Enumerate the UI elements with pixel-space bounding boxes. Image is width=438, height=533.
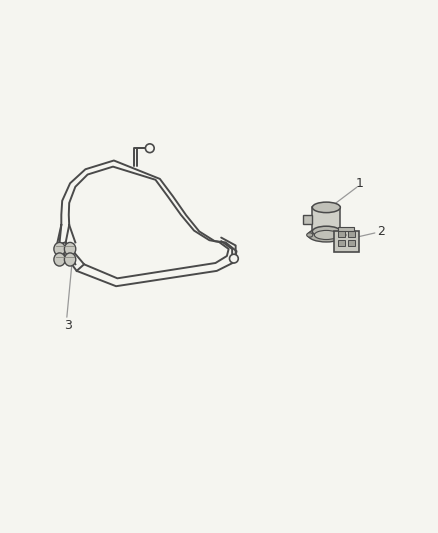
- Ellipse shape: [340, 233, 346, 237]
- Ellipse shape: [307, 233, 313, 237]
- Ellipse shape: [312, 202, 340, 213]
- Ellipse shape: [54, 253, 65, 266]
- Ellipse shape: [64, 243, 76, 255]
- Ellipse shape: [314, 230, 338, 239]
- Bar: [348, 240, 355, 246]
- Bar: [338, 227, 354, 231]
- Bar: [348, 231, 355, 237]
- Text: 2: 2: [377, 225, 385, 238]
- Ellipse shape: [308, 228, 345, 242]
- Bar: [303, 215, 312, 224]
- Ellipse shape: [312, 226, 340, 237]
- Bar: [338, 231, 345, 237]
- Text: 1: 1: [355, 177, 363, 190]
- Ellipse shape: [64, 253, 76, 266]
- Text: 3: 3: [64, 319, 72, 332]
- Ellipse shape: [54, 243, 65, 255]
- Polygon shape: [312, 207, 340, 231]
- FancyBboxPatch shape: [334, 231, 359, 252]
- Circle shape: [230, 254, 238, 263]
- Bar: [338, 240, 345, 246]
- Circle shape: [145, 144, 154, 152]
